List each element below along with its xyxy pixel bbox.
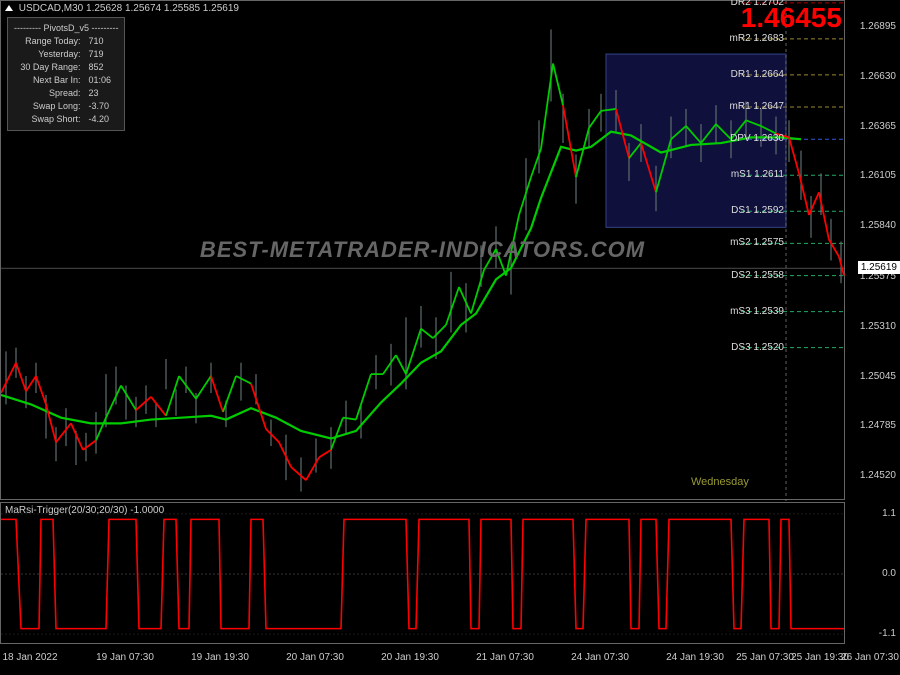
- pivot-label-DPV: DPV 1.2630: [730, 133, 784, 144]
- current-price-marker: 1.25619: [858, 261, 900, 274]
- sub-chart-svg: [1, 503, 846, 645]
- triangle-icon: [5, 5, 13, 11]
- info-row: Next Bar In:01:06: [14, 74, 118, 87]
- indicator-label: MaRsi-Trigger(20/30;20/30) -1.0000: [5, 505, 164, 516]
- chart-header: USDCAD,M30 1.25628 1.25674 1.25585 1.256…: [5, 3, 239, 14]
- info-panel: --------- PivotsD_v5 --------- Range Tod…: [7, 17, 125, 131]
- sub-y-tick: 0.0: [882, 568, 896, 579]
- y-tick: 1.25045: [860, 371, 896, 382]
- y-tick: 1.26365: [860, 121, 896, 132]
- info-row: Swap Long:-3.70: [14, 100, 118, 113]
- sub-y-axis: 1.1 0.0 -1.1: [845, 502, 900, 644]
- y-tick: 1.26630: [860, 71, 896, 82]
- info-title: --------- PivotsD_v5 ---------: [14, 22, 118, 35]
- info-row: Range Today:710: [14, 35, 118, 48]
- pivot-label-DS3: DS3 1.2520: [731, 342, 784, 353]
- x-tick: 25 Jan 07:30: [736, 652, 794, 663]
- x-tick: 19 Jan 07:30: [96, 652, 154, 663]
- ohlc-label: 1.25628 1.25674 1.25585 1.25619: [86, 3, 239, 14]
- pivot-label-mR2: mR2 1.2683: [730, 33, 784, 44]
- big-price-display: 1.46455: [741, 2, 842, 34]
- main-price-chart[interactable]: USDCAD,M30 1.25628 1.25674 1.25585 1.256…: [0, 0, 845, 500]
- y-tick: 1.25310: [860, 321, 896, 332]
- x-tick: 20 Jan 19:30: [381, 652, 439, 663]
- symbol-label: USDCAD,M30: [19, 3, 83, 14]
- indicator-subchart[interactable]: MaRsi-Trigger(20/30;20/30) -1.0000: [0, 502, 845, 644]
- pivot-label-DR1: DR1 1.2664: [731, 69, 784, 80]
- main-y-axis: 1.268951.266301.263651.261051.258401.255…: [845, 0, 900, 500]
- info-row: Yesterday:719: [14, 48, 118, 61]
- pivot-label-mS1: mS1 1.2611: [731, 169, 784, 180]
- pivot-label-mS2: mS2 1.2575: [730, 237, 784, 248]
- chart-container: USDCAD,M30 1.25628 1.25674 1.25585 1.256…: [0, 0, 900, 675]
- pivot-label-mS3: mS3 1.2539: [730, 306, 784, 317]
- y-tick: 1.25840: [860, 220, 896, 231]
- x-tick: 24 Jan 07:30: [571, 652, 629, 663]
- info-row: Spread:23: [14, 87, 118, 100]
- y-tick: 1.26105: [860, 170, 896, 181]
- x-axis: 18 Jan 2022 19 Jan 07:30 19 Jan 19:30 20 Ja…: [0, 646, 900, 674]
- pivot-label-DS2: DS2 1.2558: [731, 270, 784, 281]
- y-tick: 1.26895: [860, 21, 896, 32]
- sub-y-tick: -1.1: [879, 628, 896, 639]
- y-tick: 1.24785: [860, 420, 896, 431]
- main-chart-svg: [1, 1, 846, 501]
- x-tick: 18 Jan 2022: [2, 652, 57, 663]
- x-tick: 20 Jan 07:30: [286, 652, 344, 663]
- day-label: Wednesday: [691, 476, 749, 488]
- pivot-label-mR1: mR1 1.2647: [730, 101, 784, 112]
- sub-y-tick: 1.1: [882, 508, 896, 519]
- info-row: Swap Short:-4.20: [14, 113, 118, 126]
- info-row: 30 Day Range:852: [14, 61, 118, 74]
- x-tick: 19 Jan 19:30: [191, 652, 249, 663]
- pivot-label-DS1: DS1 1.2592: [731, 205, 784, 216]
- y-tick: 1.24520: [860, 470, 896, 481]
- x-tick: 24 Jan 19:30: [666, 652, 724, 663]
- x-tick: 26 Jan 07:30: [841, 652, 899, 663]
- x-tick: 21 Jan 07:30: [476, 652, 534, 663]
